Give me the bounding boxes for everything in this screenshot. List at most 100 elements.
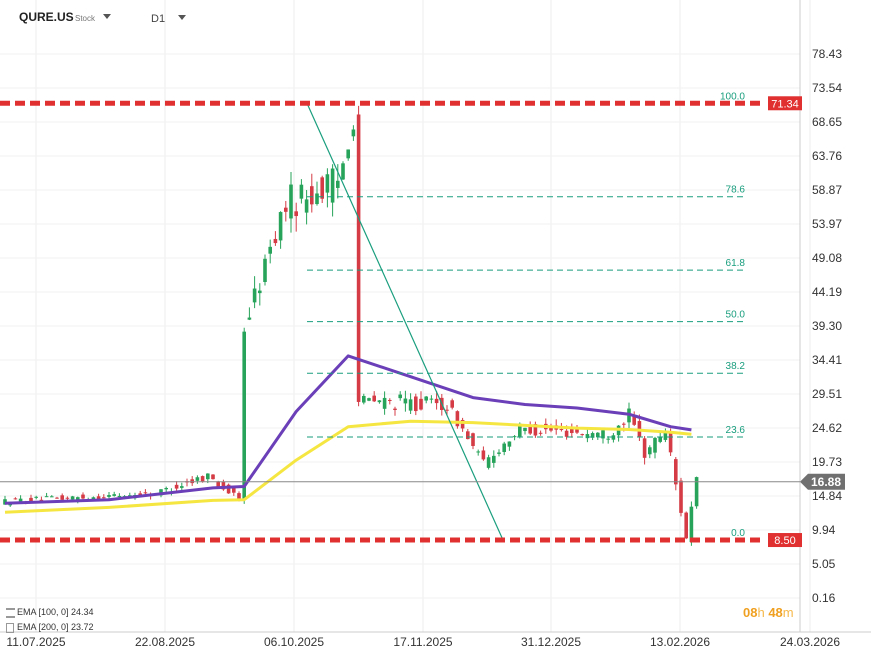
candle-body xyxy=(564,430,569,437)
fib-level-label: 50.0 xyxy=(726,310,746,321)
ema-200-line xyxy=(4,419,692,514)
candle-body xyxy=(622,423,626,425)
candle-body xyxy=(684,512,688,539)
candle-body xyxy=(679,480,683,513)
candle-body xyxy=(190,479,194,484)
candle-body xyxy=(580,434,584,436)
candle-body xyxy=(107,495,111,497)
y-tick-label: 68.65 xyxy=(812,115,842,129)
fib-level-label: 78.6 xyxy=(726,185,746,196)
candle-body xyxy=(492,455,496,463)
candle-body xyxy=(180,486,184,488)
candle-body xyxy=(117,495,122,498)
candle-body xyxy=(351,129,356,137)
candle-body xyxy=(143,492,148,494)
candle-body xyxy=(263,258,267,282)
x-tick-label: 24.03.2026 xyxy=(780,635,840,649)
candle-body xyxy=(211,474,215,480)
symbol-name[interactable]: QURE.US xyxy=(19,10,74,24)
candle-body xyxy=(336,180,340,188)
symbol-dropdown-icon[interactable] xyxy=(103,14,111,19)
candle-body xyxy=(507,441,512,447)
candle-body xyxy=(424,396,428,401)
candle-body xyxy=(372,395,376,402)
y-tick-label: 73.54 xyxy=(812,81,842,95)
y-tick-label: 34.41 xyxy=(812,353,842,367)
timeframe-dropdown-icon[interactable] xyxy=(178,15,186,20)
candle-body xyxy=(694,477,699,507)
y-tick-label: 9.94 xyxy=(812,523,836,537)
candle-body xyxy=(689,506,694,543)
candle-body xyxy=(91,497,96,500)
level-price-tag xyxy=(768,533,802,548)
candle-body xyxy=(549,427,553,431)
candle-body xyxy=(232,487,236,493)
ema-100-legend[interactable]: EMA [100, 0] 24.34 xyxy=(6,607,94,618)
candle-body xyxy=(247,317,252,320)
candle-body xyxy=(466,431,470,440)
candle-body xyxy=(601,430,605,439)
candle-body xyxy=(294,211,298,217)
candle-body xyxy=(341,163,345,180)
candle-body xyxy=(476,451,480,453)
candle-body xyxy=(434,398,439,404)
settings-icon[interactable] xyxy=(6,622,14,633)
y-tick-label: 0.16 xyxy=(812,591,836,605)
candle-body xyxy=(429,398,434,400)
candle-body xyxy=(81,494,85,499)
candle-body xyxy=(70,496,75,500)
timeframe-selector[interactable]: D1 xyxy=(151,13,166,25)
candle-body xyxy=(611,435,616,440)
candle-body xyxy=(382,397,387,409)
eye-icon[interactable] xyxy=(6,607,15,618)
candle-body xyxy=(481,450,486,460)
candle-body xyxy=(606,438,610,440)
ema-200-legend[interactable]: EMA [200, 0] 23.72 xyxy=(6,622,94,633)
candle-body xyxy=(268,246,272,254)
fib-level-label: 61.8 xyxy=(726,258,746,269)
candle-body xyxy=(419,398,423,410)
y-tick-label: 53.97 xyxy=(812,217,842,231)
candle-body xyxy=(174,484,179,489)
candle-body xyxy=(206,473,210,480)
candle-body xyxy=(403,398,408,404)
candle-body xyxy=(289,184,293,219)
candle-body xyxy=(273,238,278,244)
y-tick-label: 19.73 xyxy=(812,455,842,469)
current-price-tag xyxy=(800,473,845,490)
candle-body xyxy=(237,493,241,500)
candle-body xyxy=(590,433,595,438)
candle-body xyxy=(455,411,460,427)
candle-body xyxy=(299,184,304,199)
candle-body xyxy=(8,504,12,506)
y-tick-label: 44.19 xyxy=(812,285,842,299)
current-price-label: 16.88 xyxy=(811,475,841,489)
candle-body xyxy=(471,433,475,446)
candle-body xyxy=(367,398,371,401)
candle-body xyxy=(310,186,314,205)
candle-body xyxy=(642,438,647,458)
x-tick-label: 31.12.2025 xyxy=(521,635,581,649)
fib-level-label: 38.2 xyxy=(726,361,746,372)
x-tick-label: 11.07.2025 xyxy=(6,635,65,649)
candle-body xyxy=(325,174,330,193)
candle-body xyxy=(653,437,657,453)
candle-body xyxy=(445,409,449,411)
candle-body xyxy=(29,497,33,503)
candle-body xyxy=(393,408,397,410)
y-tick-label: 29.51 xyxy=(812,387,842,401)
candle-body xyxy=(533,424,538,436)
candle-body xyxy=(497,452,501,454)
candle-body xyxy=(460,419,465,429)
level-price-label: 8.50 xyxy=(774,535,795,547)
candle-body xyxy=(195,477,200,481)
candle-body xyxy=(502,443,506,452)
candle-body xyxy=(102,497,106,499)
candle-body xyxy=(242,331,246,500)
candle-body xyxy=(226,484,231,494)
candle-body xyxy=(13,498,18,500)
candle-body xyxy=(284,207,288,212)
candle-body xyxy=(60,495,64,500)
candle-body xyxy=(44,496,49,498)
